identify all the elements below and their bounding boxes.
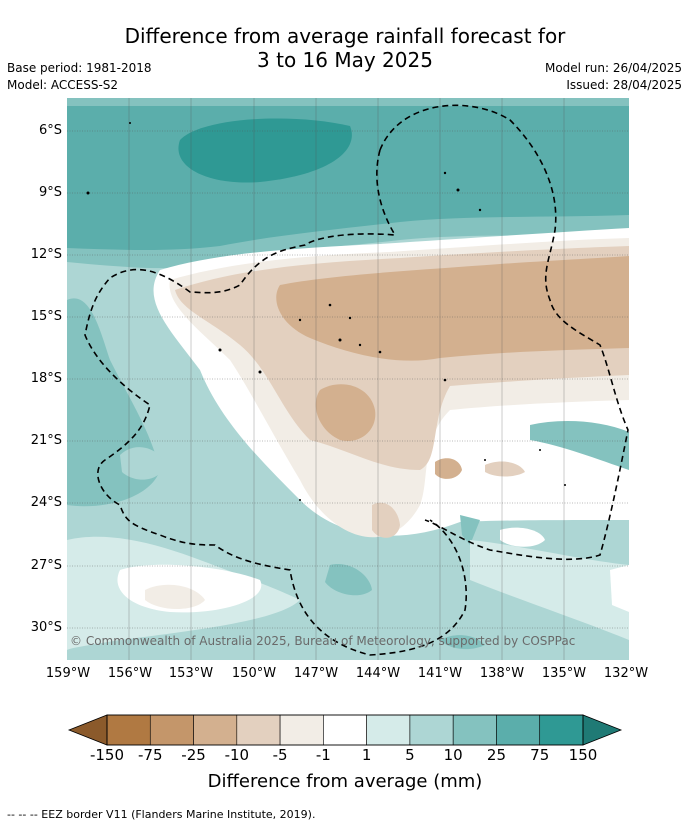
map-title: Difference from average rainfall forecas… — [0, 24, 690, 72]
colorbar-arrow-left — [67, 714, 108, 746]
lon-label: 138°W — [479, 666, 525, 681]
colorbar-tick-label: 150 — [568, 746, 598, 764]
colorbar-tick-label: 1 — [361, 746, 372, 764]
colorbar-arrow-right — [582, 714, 623, 746]
title-line-2: 3 to 16 May 2025 — [257, 48, 433, 72]
colorbar-cell — [236, 714, 281, 746]
colorbar-cells — [106, 714, 584, 746]
lon-label: 159°W — [45, 666, 91, 681]
lat-label: 21°S — [30, 433, 62, 448]
lat-label: 27°S — [30, 558, 62, 573]
eez-border — [84, 104, 629, 656]
colorbar-cell — [366, 714, 411, 746]
meta-left: Base period: 1981-2018 Model: ACCESS-S2 — [7, 60, 152, 94]
base-period: Base period: 1981-2018 — [7, 61, 152, 75]
colorbar-tick-label: -25 — [181, 746, 206, 764]
colorbar-cell — [323, 714, 367, 746]
lon-label: 141°W — [417, 666, 463, 681]
colorbar-cell — [279, 714, 324, 746]
colorbar-tick-label: 10 — [443, 746, 463, 764]
lat-label: 30°S — [30, 620, 62, 635]
colorbar-cell — [452, 714, 497, 746]
map-grid — [67, 130, 629, 629]
lat-label: 18°S — [30, 371, 62, 386]
colorbar-cell — [539, 714, 584, 746]
colorbar-tick-label: 75 — [530, 746, 550, 764]
lon-label: 144°W — [355, 666, 401, 681]
colorbar-tick-label: -75 — [138, 746, 163, 764]
lon-label: 147°W — [293, 666, 339, 681]
title-line-1: Difference from average rainfall forecas… — [124, 24, 566, 48]
colorbar-cell — [149, 714, 194, 746]
colorbar-cell — [409, 714, 454, 746]
colorbar-cell — [193, 714, 238, 746]
meta-right: Model run: 26/04/2025 Issued: 28/04/2025 — [545, 60, 682, 94]
lat-label: 9°S — [38, 185, 62, 200]
lon-label: 132°W — [603, 666, 649, 681]
lon-label: 150°W — [231, 666, 277, 681]
lat-label: 6°S — [38, 123, 62, 138]
lat-label: 24°S — [30, 495, 62, 510]
lon-label: 135°W — [541, 666, 587, 681]
lat-label: 15°S — [30, 309, 62, 324]
eez-footnote: -- -- -- EEZ border V11 (Flanders Marine… — [7, 808, 316, 821]
copyright-notice: © Commonwealth of Australia 2025, Bureau… — [70, 634, 576, 648]
colorbar-frame — [106, 714, 584, 746]
colorbar-cell — [106, 714, 151, 746]
colorbar-tick-label: -1 — [315, 746, 331, 764]
lon-label: 156°W — [107, 666, 153, 681]
islands — [86, 122, 566, 501]
colorbar-label: Difference from average (mm) — [207, 771, 483, 792]
colorbar-tick-label: 25 — [486, 746, 506, 764]
colorbar-tick-label: 5 — [405, 746, 415, 764]
map-meridians — [128, 98, 565, 660]
model-run: Model run: 26/04/2025 — [544, 61, 682, 75]
lon-label: 153°W — [168, 666, 214, 681]
model-name: Model: ACCESS-S2 — [7, 78, 119, 92]
colorbar-tick-label: -150 — [89, 746, 125, 764]
lat-label: 12°S — [30, 247, 62, 262]
issued-date: Issued: 28/04/2025 — [566, 78, 682, 92]
colorbar-tick-label: -5 — [272, 746, 288, 764]
colorbar-cell — [496, 714, 541, 746]
rainfall-map — [67, 98, 629, 660]
colorbar-tick-label: -10 — [224, 746, 250, 764]
